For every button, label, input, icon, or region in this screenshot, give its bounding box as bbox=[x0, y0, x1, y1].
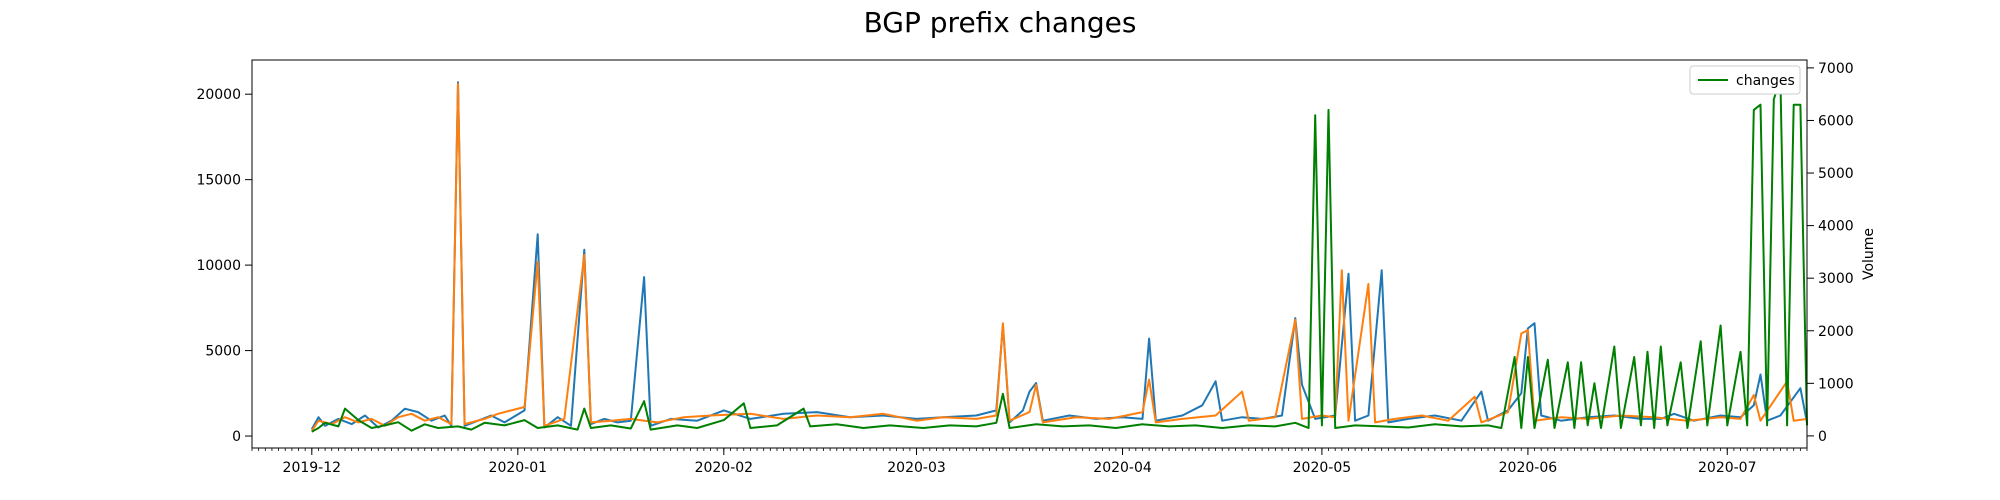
y2-tick-label: 5000 bbox=[1818, 166, 1854, 182]
y2-tick-label: 6000 bbox=[1818, 113, 1854, 129]
legend-label-changes: changes bbox=[1736, 73, 1795, 89]
y2-tick-label: 7000 bbox=[1818, 61, 1854, 77]
x-tick-label: 2020-06 bbox=[1499, 460, 1558, 476]
x-tick-label: 2020-04 bbox=[1093, 460, 1152, 476]
x-tick-label: 2020-02 bbox=[695, 460, 754, 476]
y-tick-label: 5000 bbox=[205, 344, 241, 360]
y-axis-right: 0 1000 2000 3000 4000 5000 6000 7000 bbox=[1807, 61, 1854, 445]
plot-area-frame bbox=[251, 59, 1808, 449]
y2-tick-label: 3000 bbox=[1818, 271, 1854, 287]
legend-box bbox=[1689, 65, 1801, 95]
series-line-series-2 bbox=[310, 82, 1808, 432]
y-tick-label: 20000 bbox=[196, 87, 241, 103]
x-tick-label: 2019-12 bbox=[283, 460, 342, 476]
y2-tick-label: 2000 bbox=[1818, 324, 1854, 340]
series-lines bbox=[310, 77, 1808, 433]
y2-tick-label: 0 bbox=[1818, 429, 1827, 445]
y-tick-label: 0 bbox=[232, 429, 241, 445]
x-tick-label: 2020-07 bbox=[1698, 460, 1757, 476]
y2-tick-label: 1000 bbox=[1818, 376, 1854, 392]
series-line-changes bbox=[311, 77, 1808, 433]
x-tick-label: 2020-03 bbox=[887, 460, 946, 476]
x-tick-label: 2020-05 bbox=[1293, 460, 1352, 476]
y-tick-label: 10000 bbox=[196, 258, 241, 274]
right-axis-label: Volume bbox=[1861, 228, 1877, 280]
y2-tick-label: 4000 bbox=[1818, 219, 1854, 235]
chart-title: BGP prefix changes bbox=[864, 6, 1137, 39]
legend: changes bbox=[1689, 65, 1801, 95]
x-axis: 2019-12 2020-01 2020-02 2020-03 2020-04 2020-… bbox=[251, 448, 1808, 476]
x-tick-label: 2020-01 bbox=[489, 460, 548, 476]
y-axis-left: 0 5000 10000 15000 20000 bbox=[196, 87, 252, 445]
y-tick-label: 15000 bbox=[196, 173, 241, 189]
